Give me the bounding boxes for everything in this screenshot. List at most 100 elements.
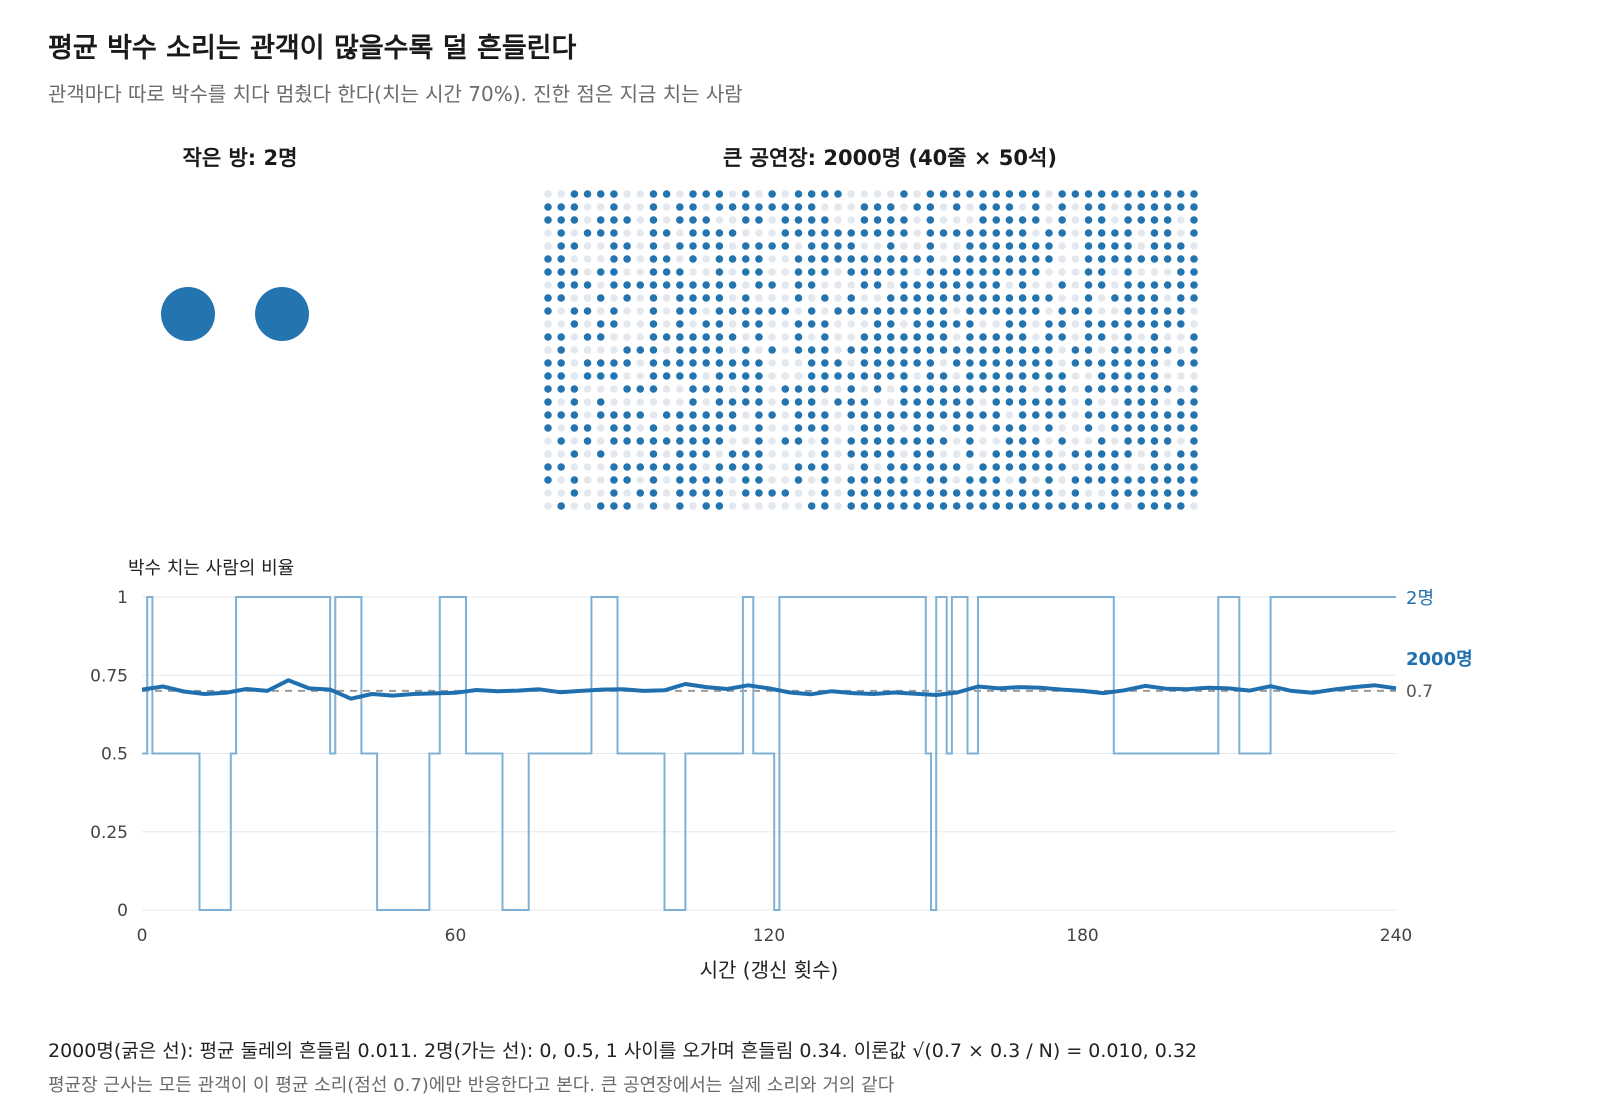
hall-seat (1163, 346, 1172, 354)
hall-seat (1150, 437, 1159, 445)
hall-seat (1084, 190, 1093, 198)
hall-seat (900, 229, 908, 237)
hall-seat (1045, 216, 1053, 224)
hall-seat (1190, 385, 1198, 393)
hall-seat (676, 242, 684, 250)
hall-seat (900, 398, 908, 406)
hall-seat (1137, 333, 1146, 341)
hall-seat (676, 320, 684, 328)
hall-seat (1032, 502, 1040, 510)
hall-seat (886, 294, 895, 302)
hall-seat (1071, 268, 1080, 276)
hall-seat (807, 476, 816, 484)
hall-seat (913, 398, 921, 406)
hall-seat (623, 190, 631, 198)
hall-seat (1111, 372, 1119, 380)
hall-seat (544, 281, 552, 289)
hall-seat (794, 359, 803, 367)
hall-seat (1097, 463, 1106, 471)
hall-seat (1005, 294, 1014, 302)
hall-seat (702, 255, 710, 263)
hall-seat (1163, 502, 1172, 510)
hall-seat (794, 203, 803, 211)
hall-seat (583, 229, 592, 237)
hall-seat (596, 255, 605, 263)
hall-seat (676, 437, 684, 445)
hall-seat (1058, 372, 1066, 380)
hall-seat (1124, 281, 1132, 289)
hall-seat (1084, 359, 1093, 367)
hall-seat (992, 307, 1001, 315)
hall-seat (1045, 190, 1053, 198)
hall-seat (1058, 307, 1066, 315)
hall-seat (847, 463, 856, 471)
hall-seat (1177, 489, 1185, 497)
hall-seat (649, 268, 658, 276)
hall-seat (913, 489, 921, 497)
hall-seat (1177, 333, 1185, 341)
hall-seat (1018, 216, 1027, 224)
hall-seat (1097, 307, 1106, 315)
hall-seat (715, 450, 724, 458)
hall-seat (794, 294, 803, 302)
hall-seat (886, 372, 895, 380)
page-title: 평균 박수 소리는 관객이 많을수록 덜 흔들린다 (48, 33, 577, 64)
hall-seat (623, 411, 631, 419)
hall-seat (636, 229, 645, 237)
hall-seat (689, 190, 697, 198)
hall-seat (781, 502, 790, 510)
hall-seat (1190, 359, 1198, 367)
hall-seat (689, 346, 697, 354)
hall-seat (636, 398, 645, 406)
hall-seat (1018, 437, 1027, 445)
hall-seat (1150, 255, 1159, 263)
hall-seat (979, 489, 987, 497)
hall-seat (781, 463, 790, 471)
x-tick-label: 180 (1066, 926, 1098, 946)
hall-seat (1163, 372, 1172, 380)
hall-seat (728, 268, 737, 276)
hall-seat (715, 242, 724, 250)
hall-seat (886, 346, 895, 354)
y-tick-label: 1 (117, 588, 128, 608)
hall-seat (741, 359, 750, 367)
hall-seat (860, 242, 869, 250)
hall-seat (662, 489, 671, 497)
hall-seat (847, 359, 856, 367)
hall-seat (1032, 411, 1040, 419)
hall-seat (702, 359, 710, 367)
hall-seat (741, 502, 750, 510)
hall-seat (900, 450, 908, 458)
hall-seat (807, 372, 816, 380)
hall-seat (966, 411, 974, 419)
hall-seat (794, 190, 803, 198)
hall-seat (662, 216, 671, 224)
hall-seat (768, 281, 776, 289)
hall-seat (596, 463, 605, 471)
hall-seat (544, 294, 552, 302)
hall-seat (623, 268, 631, 276)
hall-seat (926, 281, 935, 289)
y-tick-label: 0.75 (90, 666, 128, 686)
hall-seat (1177, 255, 1185, 263)
hall-seat (728, 359, 737, 367)
hall-seat (807, 320, 816, 328)
hall-seat (728, 437, 737, 445)
hall-seat (1018, 450, 1027, 458)
hall-seat (755, 463, 763, 471)
hall-seat (570, 268, 579, 276)
hall-seat (1137, 216, 1146, 224)
hall-seat (1071, 476, 1080, 484)
hall-seat (821, 203, 829, 211)
hall-seat (1124, 333, 1132, 341)
hall-seat (755, 307, 763, 315)
hall-seat (1045, 476, 1053, 484)
hall-seat (1124, 216, 1132, 224)
hall-seat (610, 216, 618, 224)
hall-seat (610, 437, 618, 445)
hall-seat (1058, 476, 1066, 484)
hall-seat (952, 437, 961, 445)
hall-seat (1111, 398, 1119, 406)
hall-seat (755, 190, 763, 198)
hall-seat (952, 242, 961, 250)
